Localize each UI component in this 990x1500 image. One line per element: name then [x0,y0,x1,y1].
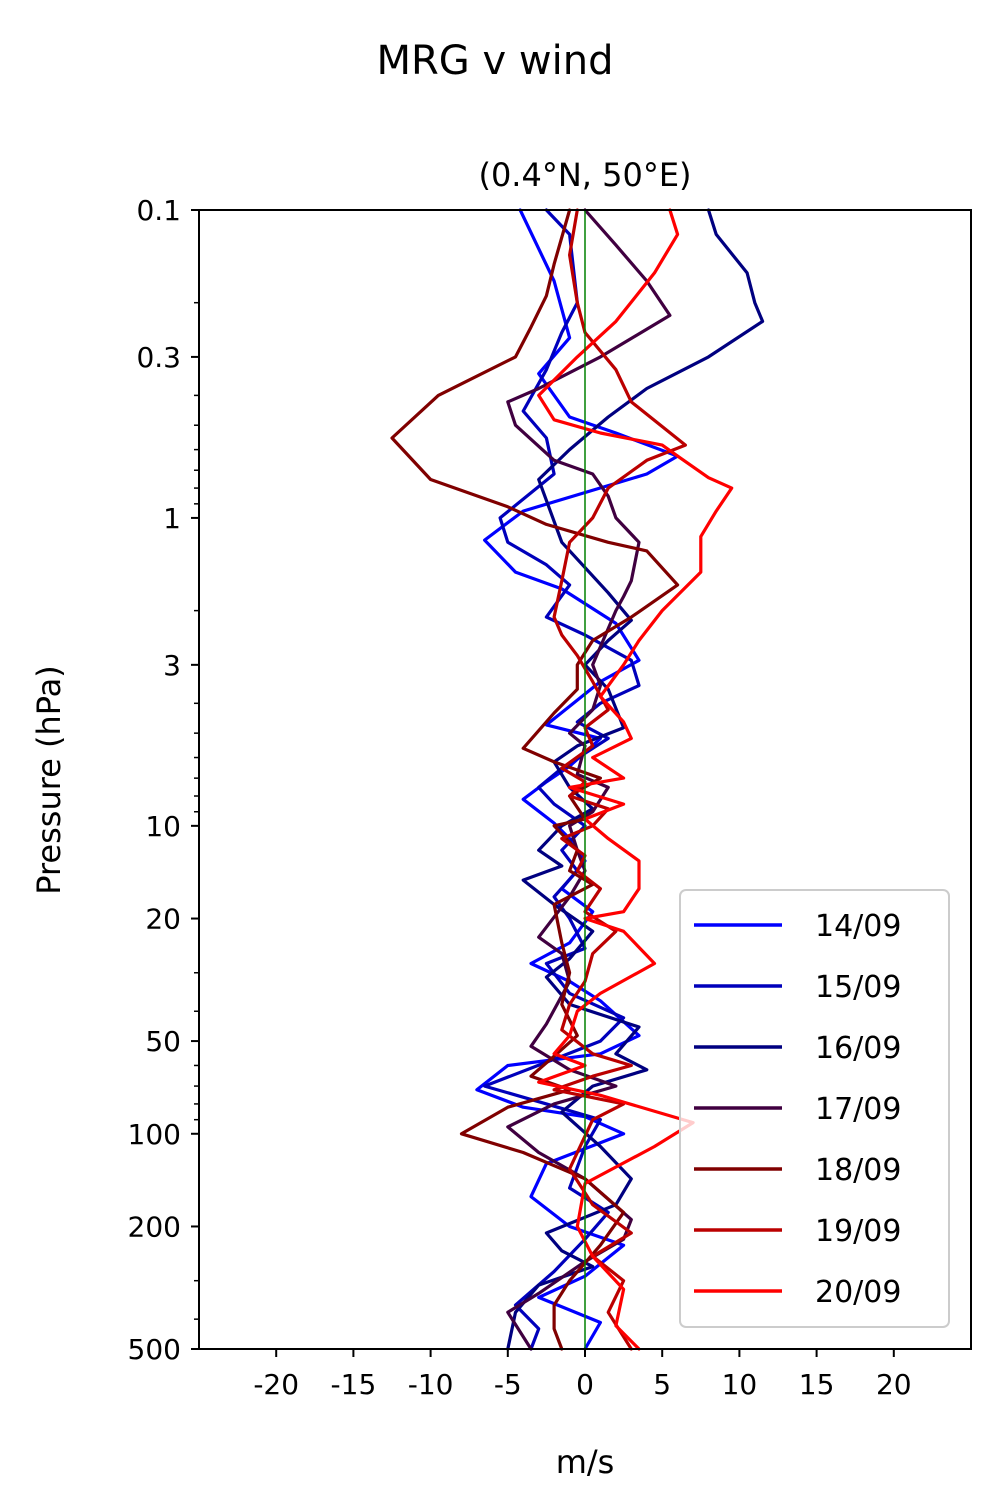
y-tick-label: 50 [145,1025,181,1058]
x-tick-label: -10 [408,1368,454,1401]
x-tick-label: -15 [331,1368,377,1401]
y-tick-label: 0.1 [136,194,181,227]
y-tick-label: 20 [145,903,181,936]
legend-label: 14/09 [815,909,901,944]
series-line-16-09 [506,208,765,1351]
legend-items: 14/09 15/09 16/09 17/09 18/09 19/09 20/09 [694,909,901,1310]
legend-label: 18/09 [815,1153,901,1188]
y-tick-label: 100 [128,1118,181,1151]
y-tick-label: 1 [163,502,181,535]
x-tick-label: -20 [253,1368,299,1401]
x-tick-label: 20 [876,1368,912,1401]
figure-title: MRG v wind [377,38,614,84]
x-tick-label: -5 [494,1368,522,1401]
legend-label: 20/09 [815,1275,901,1310]
x-tick-label: 15 [799,1368,835,1401]
legend-label: 19/09 [815,1214,901,1249]
legend-label: 15/09 [815,970,901,1005]
y-tick-label: 3 [163,649,181,682]
x-tick-label: 0 [576,1368,594,1401]
legend: 14/09 15/09 16/09 17/09 18/09 19/09 20/09 [679,889,950,1328]
series-line-17-09 [506,208,672,1351]
chart-subtitle: (0.4°N, 50°E) [478,156,691,194]
y-axis: 0.1 0.3 1 3 10 20 50 100 200 500 [128,194,199,1366]
series-line-20-09 [537,208,734,1351]
x-tick-label: 5 [653,1368,671,1401]
y-tick-label: 500 [128,1333,181,1366]
x-axis: -20 -15 -10 -5 0 5 10 15 20 [253,1349,912,1401]
y-tick-label: 200 [128,1210,181,1243]
legend-label: 17/09 [815,1092,901,1127]
x-axis-label: m/s [556,1443,615,1481]
series-line-15-09 [483,208,641,1351]
series-line-18-09 [390,208,680,1351]
x-tick-label: 10 [722,1368,758,1401]
legend-box [679,889,950,1328]
legend-label: 16/09 [815,1031,901,1066]
y-axis-label: Pressure (hPa) [30,665,68,895]
plot-area [198,208,972,1351]
y-tick-label: 10 [145,810,181,843]
y-tick-label: 0.3 [136,341,181,374]
